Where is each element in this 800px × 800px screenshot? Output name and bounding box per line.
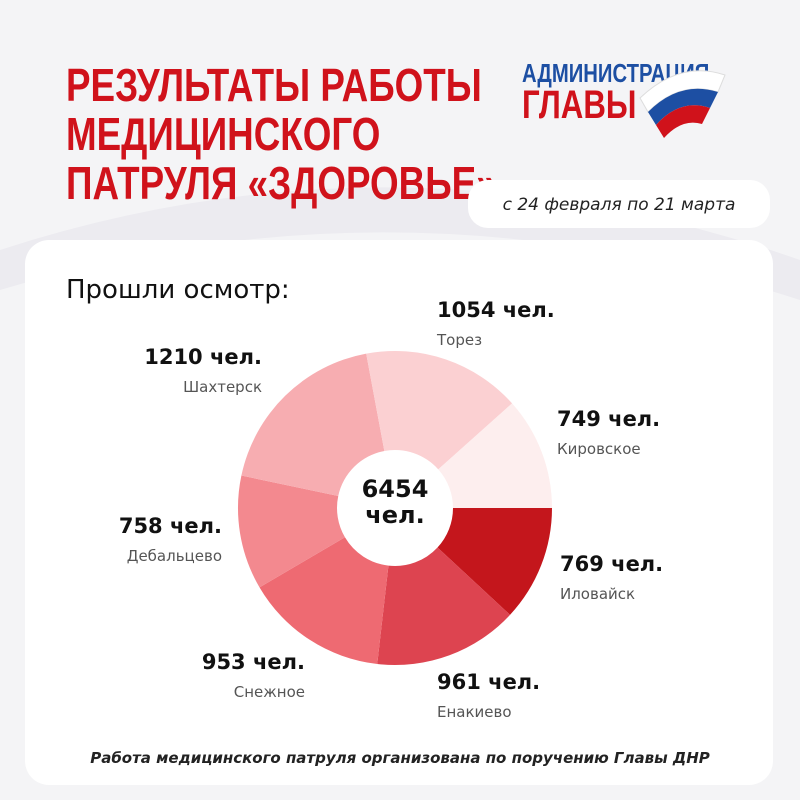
donut-slice	[259, 537, 389, 664]
value-label: 961 чел.	[437, 670, 540, 694]
period-badge	[468, 180, 770, 228]
value-label: 758 чел.	[119, 514, 222, 538]
footer: Работа медицинского патруля организована…	[90, 749, 710, 767]
category-label: Снежное	[234, 683, 305, 701]
value-label: 953 чел.	[202, 650, 305, 674]
category-label: Кировское	[557, 440, 641, 458]
donut-slice	[377, 547, 511, 665]
category-label: Шахтерск	[183, 378, 262, 396]
value-label: 1210 чел.	[144, 345, 262, 369]
card	[25, 240, 773, 785]
donut	[238, 351, 552, 665]
donut-slice	[366, 351, 513, 470]
center-label: 6454 чел.	[362, 475, 429, 529]
chart-title: Прошли осмотр:	[66, 275, 290, 305]
donut-slice	[437, 508, 552, 615]
value-label: 749 чел.	[557, 407, 660, 431]
value-label: 769 чел.	[560, 552, 663, 576]
title-line: МЕДИЦИНСКОГО	[66, 108, 380, 160]
category-label: Дебальцево	[127, 547, 222, 565]
title-line: РЕЗУЛЬТАТЫ РАБОТЫ	[66, 59, 482, 111]
logo: АДМИНИСТРАЦИЯ ГЛАВЫ	[522, 59, 709, 127]
logo-text: ГЛАВЫ	[522, 82, 636, 127]
title-line: ПАТРУЛЯ «ЗДОРОВЬЕ»	[66, 157, 497, 209]
logo-flag	[639, 70, 726, 138]
category-label: Енакиево	[437, 703, 512, 721]
donut-slice	[238, 475, 345, 588]
donut-slice	[241, 353, 385, 497]
category-label: Иловайск	[560, 585, 635, 603]
donut-slice	[438, 403, 552, 508]
title-group: РЕЗУЛЬТАТЫ РАБОТЫ МЕДИЦИНСКОГО ПАТРУЛЯ «…	[66, 59, 497, 209]
period: с 24 февраля по 21 марта	[503, 195, 736, 215]
category-label: Торез	[436, 331, 482, 349]
value-label: 1054 чел.	[437, 298, 555, 322]
